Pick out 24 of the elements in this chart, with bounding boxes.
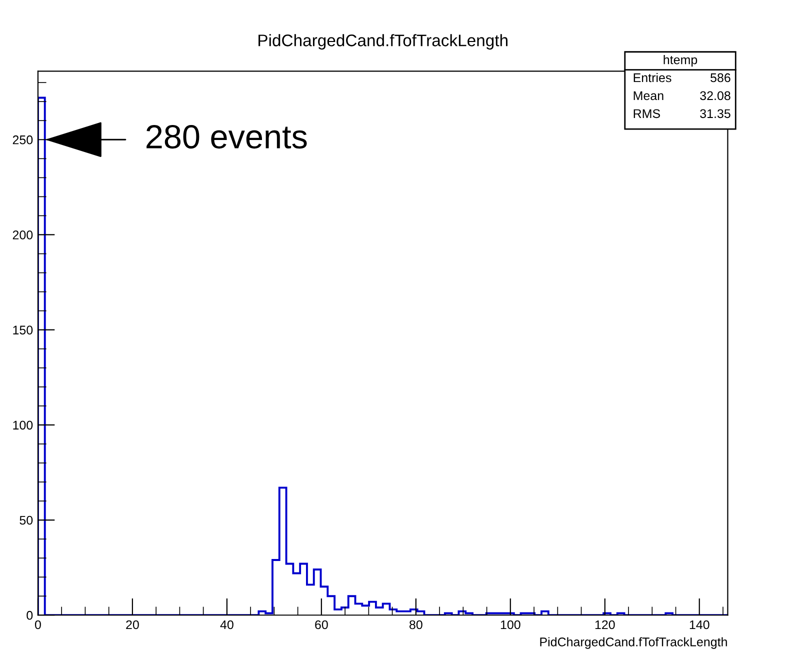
x-tick-label: 40 bbox=[220, 620, 234, 630]
text: htemp bbox=[664, 55, 698, 67]
annotation: 31.35 bbox=[700, 109, 730, 118]
x-tick-label: 80 bbox=[410, 620, 422, 630]
annotation: RMS bbox=[634, 109, 660, 118]
y-tick-label: 250 bbox=[12, 135, 33, 144]
y-tick-label: 50 bbox=[20, 516, 33, 525]
annotation: Mean bbox=[634, 91, 664, 100]
x-tick-label: 100 bbox=[500, 620, 520, 630]
annotation: Entries bbox=[634, 72, 672, 82]
x-axis-title: PidChargedCand.fTofTrackLength bbox=[540, 637, 727, 649]
x-tick-label: 120 bbox=[595, 620, 615, 630]
x-tick-label: 60 bbox=[315, 620, 328, 630]
y-tick-label: 150 bbox=[13, 326, 33, 334]
annotation: 32.08 bbox=[700, 91, 730, 100]
annotation: 280 events bbox=[146, 124, 307, 149]
x-tick-label: 20 bbox=[126, 620, 139, 630]
y-tick-label: 0 bbox=[26, 610, 33, 620]
chart-title: PidChargedCand.fTofTrackLength bbox=[258, 34, 508, 50]
y-tick-label: 100 bbox=[13, 420, 33, 430]
x-tick-label: 0 bbox=[34, 620, 41, 630]
x-tick-label: 140 bbox=[690, 620, 710, 630]
annotation: 586 bbox=[710, 73, 730, 82]
y-tick-label: 200 bbox=[12, 230, 33, 240]
